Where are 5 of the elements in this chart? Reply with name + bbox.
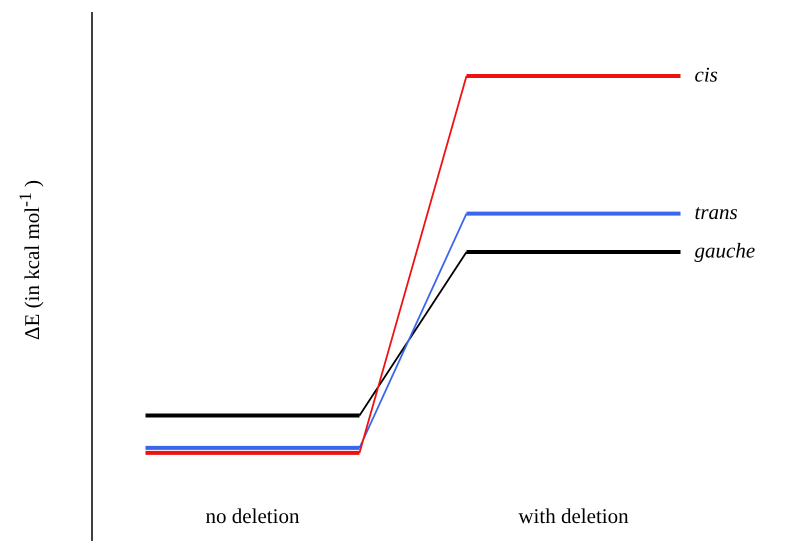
series-label: trans <box>694 200 738 224</box>
x-tick-label: with deletion <box>518 504 630 528</box>
x-tick-label: no deletion <box>206 504 300 528</box>
series-label: gauche <box>694 238 756 263</box>
series-label: cis <box>694 62 718 87</box>
